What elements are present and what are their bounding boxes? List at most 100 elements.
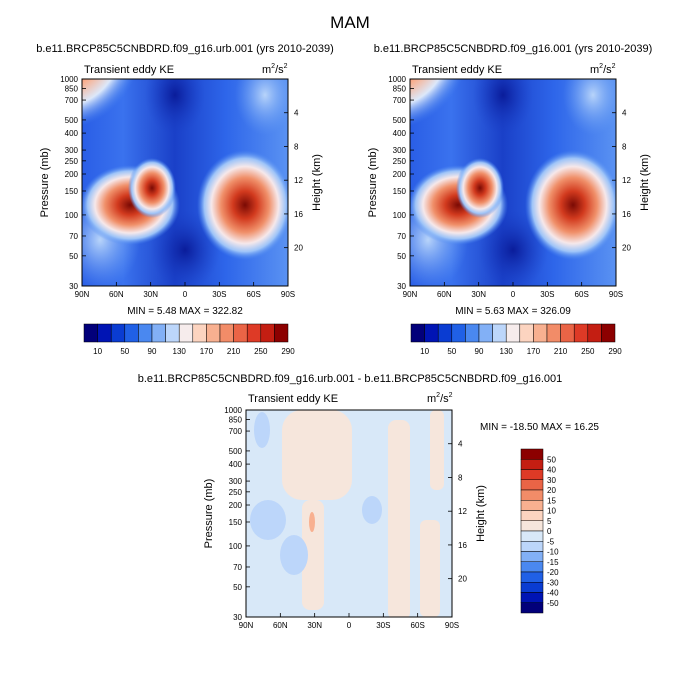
y-right-tick-label: 8	[294, 142, 299, 151]
y-tick-label: 30	[397, 282, 406, 291]
colorbar-label: 290	[281, 347, 295, 356]
colorbar-label: -30	[547, 578, 559, 587]
colorbar-swatch	[533, 323, 548, 343]
colorbar-swatch	[83, 323, 98, 343]
y-tick-label: 150	[65, 187, 79, 196]
x-tick-label: 60N	[109, 290, 124, 299]
y-tick-label: 30	[233, 613, 242, 622]
colorbar-swatch	[520, 561, 544, 573]
colorbar-label: 50	[547, 455, 556, 464]
colorbar-swatch	[410, 323, 425, 343]
y-tick-label: 850	[229, 416, 243, 425]
colorbar-label: 50	[447, 347, 456, 356]
units-label: m2/s2	[427, 392, 453, 405]
y-tick-label: 1000	[60, 75, 78, 84]
colorbar-label: 5	[547, 517, 552, 526]
y-right-axis-label: Height (km)	[639, 154, 651, 211]
colorbar-swatch	[601, 323, 616, 343]
y-right-tick-label: 16	[294, 210, 303, 219]
y-tick-label: 700	[229, 427, 243, 436]
colorbar-swatch	[520, 489, 544, 501]
y-tick-label: 500	[229, 447, 243, 456]
colorbar-swatch	[437, 323, 453, 343]
x-tick-label: 0	[183, 290, 188, 299]
x-tick-label: 30N	[471, 290, 486, 299]
colorbar-label: -5	[547, 537, 555, 546]
y-right-tick-label: 4	[458, 440, 463, 449]
colorbar-label: 0	[547, 527, 552, 536]
panel-top-left: b.e11.BRCP85C5CNBDRD.f09_g16.urb.001 (yr…	[36, 43, 334, 287]
colorbar-label: -20	[547, 568, 559, 577]
colorbar-label: 15	[547, 496, 556, 505]
y-axis-label: Pressure (mb)	[39, 148, 51, 218]
colorbar-swatch	[478, 323, 493, 343]
colorbar-swatch	[520, 530, 544, 542]
x-tick-label: 60S	[247, 290, 261, 299]
y-tick-label: 300	[65, 146, 79, 155]
colorbar-swatch	[219, 323, 234, 343]
stats-text: MIN = 5.48 MAX = 322.82	[127, 306, 243, 317]
colorbar-swatch	[573, 323, 589, 343]
panel-subtitle: Transient eddy KE	[84, 64, 174, 76]
x-tick-label: 0	[511, 290, 516, 299]
y-tick-label: 200	[229, 501, 243, 510]
colorbar-label: 170	[200, 347, 214, 356]
y-tick-label: 50	[233, 583, 242, 592]
figure-title: MAM	[330, 13, 370, 32]
y-tick-label: 850	[393, 85, 407, 94]
colorbar-swatch	[520, 500, 544, 511]
colorbar-label: 130	[173, 347, 187, 356]
colorbar-swatch	[520, 592, 544, 603]
colorbar-swatch	[520, 602, 544, 614]
colorbar-swatch	[233, 323, 248, 343]
y-tick-label: 1000	[388, 75, 406, 84]
colorbar-label: -50	[547, 599, 559, 608]
colorbar-swatch	[520, 479, 544, 491]
colorbar-swatch	[165, 323, 180, 343]
y-right-tick-label: 16	[622, 210, 631, 219]
x-tick-label: 90N	[403, 290, 418, 299]
colorbar-label: 30	[547, 476, 556, 485]
y-right-tick-label: 4	[622, 109, 627, 118]
panel-title: b.e11.BRCP85C5CNBDRD.f09_g16.urb.001 - b…	[138, 373, 563, 385]
x-tick-label: 0	[347, 621, 352, 630]
colorbar-swatch	[206, 323, 221, 343]
y-tick-label: 300	[229, 477, 243, 486]
y-tick-label: 250	[393, 157, 407, 166]
colorbar-swatch	[124, 323, 139, 343]
y-tick-label: 70	[397, 232, 406, 241]
colorbar-swatch	[138, 323, 153, 343]
colorbar-swatch	[260, 323, 275, 343]
colorbar-label: 20	[547, 486, 556, 495]
y-tick-label: 100	[229, 542, 243, 551]
colorbar-label: 250	[254, 347, 268, 356]
y-right-axis-label: Height (km)	[311, 154, 323, 211]
colorbar-label: 50	[120, 347, 129, 356]
y-tick-label: 100	[393, 211, 407, 220]
colorbar-label: 210	[227, 347, 241, 356]
panel-title: b.e11.BRCP85C5CNBDRD.f09_g16.urb.001 (yr…	[36, 43, 334, 55]
stats-text: MIN = 5.63 MAX = 326.09	[455, 306, 571, 317]
colorbar-swatch	[151, 323, 166, 343]
colorbar-label: 210	[554, 347, 568, 356]
y-tick-label: 500	[393, 116, 407, 125]
y-tick-label: 400	[229, 460, 243, 469]
x-tick-label: 60S	[411, 621, 425, 630]
x-tick-label: 90N	[239, 621, 254, 630]
colorbar-swatch	[520, 448, 544, 460]
panel-title: b.e11.BRCP85C5CNBDRD.f09_g16.001 (yrs 20…	[374, 43, 653, 55]
y-tick-label: 30	[69, 282, 78, 291]
y-right-tick-label: 12	[294, 176, 303, 185]
colorbar-swatch	[520, 510, 544, 521]
colorbar-swatch	[246, 323, 262, 343]
y-tick-label: 400	[65, 129, 79, 138]
colorbar-label: 90	[148, 347, 157, 356]
panel-subtitle: Transient eddy KE	[412, 64, 502, 76]
y-right-tick-label: 12	[622, 176, 631, 185]
stats-text: MIN = -18.50 MAX = 16.25	[480, 422, 599, 433]
y-right-tick-label: 4	[294, 109, 299, 118]
colorbar-swatch	[587, 323, 602, 343]
y-right-tick-label: 8	[458, 473, 463, 482]
x-tick-label: 30N	[143, 290, 158, 299]
